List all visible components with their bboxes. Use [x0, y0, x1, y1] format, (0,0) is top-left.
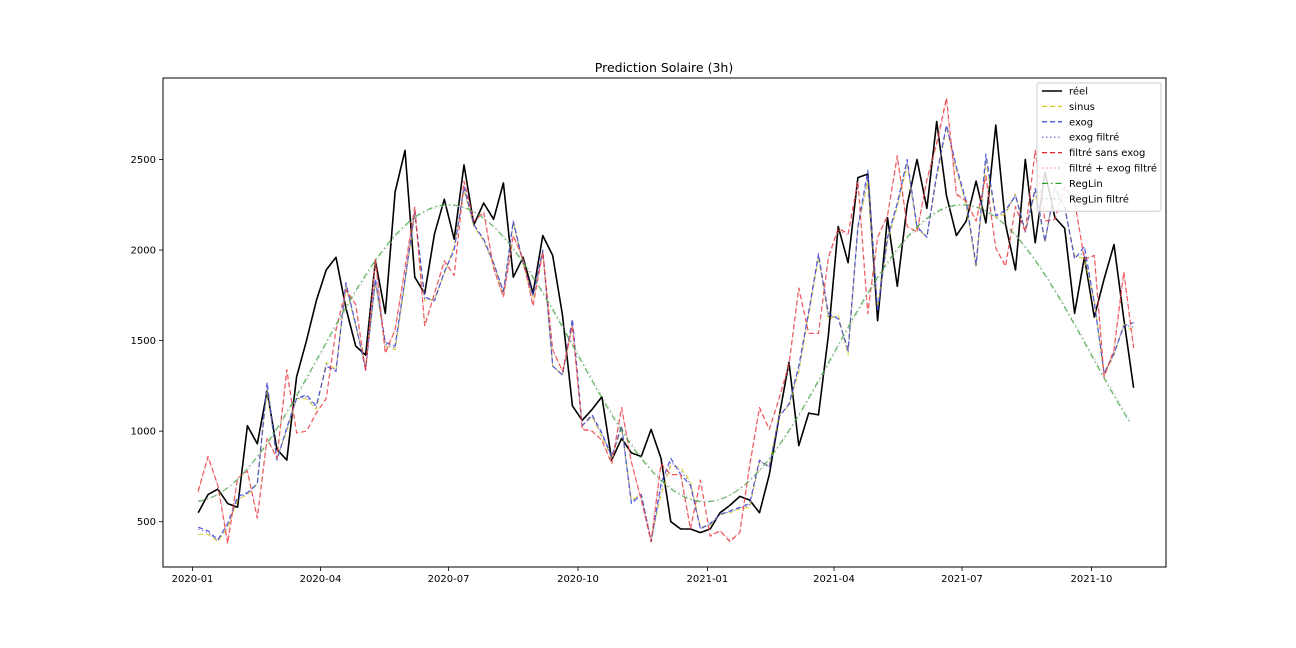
legend-label: filtré + exog filtré	[1069, 163, 1157, 175]
x-tick-label: 2020-04	[300, 574, 342, 585]
y-tick-label: 2500	[131, 155, 156, 166]
plot-frame	[162, 77, 1167, 568]
chart-title: Prediction Solaire (3h)	[595, 60, 733, 75]
legend-label: exog	[1069, 117, 1093, 128]
series-line-reglin	[198, 204, 1132, 503]
legend-label: RegLin	[1069, 179, 1103, 190]
series-line-filtre-exog-filtre	[197, 100, 1135, 541]
y-axis: 500 1000 1500 2000 2500	[131, 155, 163, 528]
x-tick-label: 2021-10	[1071, 574, 1113, 585]
x-tick-label: 2021-04	[813, 574, 855, 585]
x-tick-label: 2020-07	[428, 574, 470, 585]
x-tick-label: 2021-07	[941, 574, 983, 585]
legend-label: réel	[1069, 86, 1088, 98]
x-axis: 2020-01 2020-04 2020-07 2020-10 2021-01 2021-…	[172, 567, 1113, 585]
legend-item: filtré + exog filtré	[1042, 163, 1157, 175]
legend-label: sinus	[1069, 102, 1095, 113]
legend: réel sinus exog exog filtré filtré sans exog…	[1036, 82, 1162, 212]
series-line-exog	[197, 124, 1134, 543]
legend-label: exog filtré	[1069, 132, 1119, 144]
legend-item: réel	[1042, 86, 1088, 98]
legend-item: filtré sans exog	[1042, 147, 1145, 159]
x-tick-label: 2020-10	[557, 574, 599, 585]
legend-item: RegLin	[1042, 179, 1103, 190]
y-tick-label: 1500	[131, 336, 156, 347]
series-group	[197, 97, 1135, 545]
x-tick-label: 2020-01	[172, 574, 214, 585]
y-tick-label: 1000	[131, 427, 156, 438]
series-layer	[197, 97, 1135, 545]
legend-item: sinus	[1042, 102, 1095, 113]
y-tick-label: 2000	[131, 246, 156, 257]
series-line-exog-filtre	[198, 125, 1134, 542]
legend-label: filtré sans exog	[1069, 147, 1145, 159]
legend-box	[1036, 82, 1162, 212]
legend-item: exog filtré	[1042, 132, 1119, 144]
legend-item: RegLin filtré	[1042, 193, 1129, 205]
series-line-reel	[197, 120, 1135, 534]
x-tick-label: 2021-01	[687, 574, 729, 585]
y-tick-label: 500	[137, 517, 156, 528]
legend-label: RegLin filtré	[1069, 193, 1129, 205]
legend-item: exog	[1042, 117, 1093, 128]
